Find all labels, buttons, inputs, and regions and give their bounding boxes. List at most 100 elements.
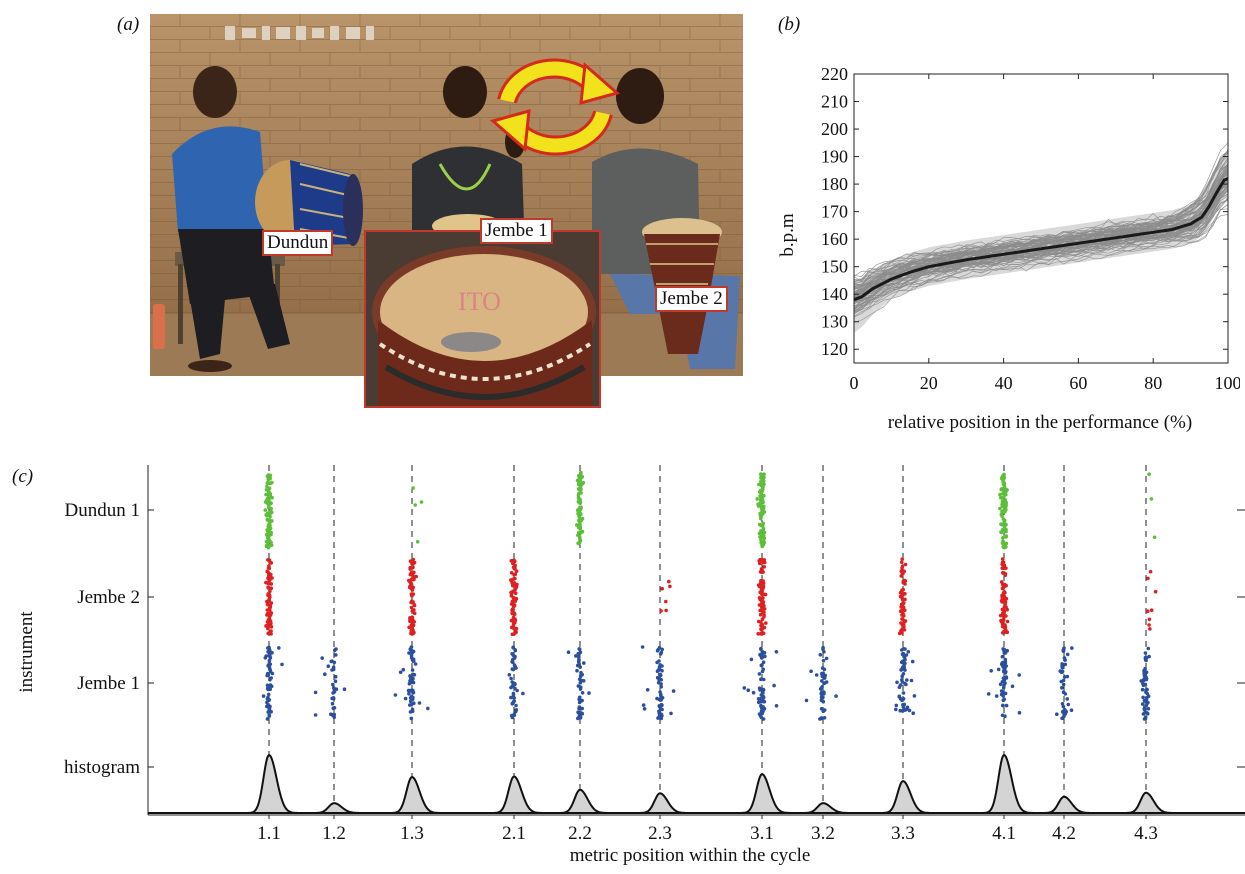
onset-point <box>760 688 764 692</box>
onset-point <box>1061 690 1066 694</box>
onset-point <box>756 632 760 636</box>
onset-point <box>511 615 516 620</box>
onset-point <box>268 540 273 544</box>
onset-point <box>575 508 580 512</box>
onset-point <box>900 564 905 569</box>
onset-point <box>268 668 273 672</box>
onset-point <box>409 628 414 633</box>
onset-point <box>1055 712 1059 716</box>
onset-point <box>510 702 515 706</box>
histogram-curve <box>148 753 1245 814</box>
onset-point <box>656 716 660 720</box>
onset-point <box>760 706 764 710</box>
onset-point <box>898 696 903 701</box>
onset-point <box>513 566 517 571</box>
onset-point <box>575 663 580 668</box>
metric-tick-label: 1.2 <box>322 823 346 844</box>
onset-point <box>270 671 275 676</box>
onset-point <box>1144 697 1149 702</box>
onset-point <box>900 596 904 600</box>
onset-point <box>1004 503 1008 507</box>
onset-point <box>822 708 827 712</box>
onset-point <box>1153 589 1158 594</box>
onset-point <box>759 623 763 628</box>
onset-point <box>759 472 763 477</box>
onset-point <box>824 680 829 684</box>
onset-point <box>1140 702 1145 706</box>
onset-point <box>270 519 274 523</box>
onset-point <box>411 680 416 685</box>
onset-point <box>820 666 825 670</box>
onset-point <box>1062 712 1066 716</box>
onset-point <box>809 669 813 674</box>
onset-point <box>403 696 408 701</box>
onset-point <box>901 591 906 596</box>
onset-point <box>759 492 764 496</box>
onset-point <box>266 530 270 534</box>
onset-point <box>266 544 271 548</box>
onset-point <box>756 697 761 701</box>
onset-point <box>1001 510 1006 514</box>
onset-point <box>759 499 764 504</box>
onset-point <box>579 711 583 715</box>
onset-point <box>265 620 270 624</box>
onset-point <box>313 690 318 695</box>
onset-point <box>655 669 660 673</box>
metric-tick-label: 3.3 <box>891 823 915 844</box>
onset-point <box>659 685 663 689</box>
onset-point <box>264 580 268 585</box>
onset-point <box>510 580 514 585</box>
onset-point <box>1144 688 1148 692</box>
onset-point <box>511 589 516 593</box>
onset-point <box>510 608 514 612</box>
onset-point <box>1004 703 1009 708</box>
onset-point <box>1141 695 1145 700</box>
onset-point <box>900 648 904 652</box>
onset-point <box>1063 662 1068 667</box>
onset-point <box>1004 529 1008 534</box>
onset-point <box>265 599 269 604</box>
onset-point <box>263 656 268 660</box>
onset-point <box>1000 475 1005 479</box>
onset-point <box>515 688 519 693</box>
onset-point <box>412 603 417 608</box>
onset-point <box>1001 517 1006 521</box>
onset-point <box>1146 646 1151 651</box>
onset-point <box>899 621 903 625</box>
onset-point <box>1002 683 1006 688</box>
onset-point <box>266 480 270 485</box>
onset-point <box>582 661 586 665</box>
tempo-xtick-label: 0 <box>850 373 859 393</box>
onset-point <box>509 571 514 575</box>
onset-point <box>760 699 765 703</box>
onset-point <box>1069 708 1074 712</box>
onset-point <box>580 706 584 711</box>
onset-point <box>1060 716 1064 721</box>
onset-point <box>761 535 766 540</box>
onset-point <box>579 506 583 510</box>
onset-point <box>657 665 662 669</box>
onset-point <box>512 584 516 588</box>
onset-point <box>900 666 905 671</box>
onset-point <box>657 697 662 702</box>
onset-point <box>332 687 337 692</box>
onset-point <box>266 692 271 697</box>
onset-point <box>266 473 271 477</box>
onset-point <box>411 557 416 562</box>
metric-tick-label: 3.2 <box>811 823 835 844</box>
onset-point <box>265 539 270 544</box>
onset-point <box>576 500 581 504</box>
onset-point <box>267 650 272 654</box>
onset-point <box>407 625 411 630</box>
onset-point <box>511 577 515 581</box>
tempo-xtick-label: 100 <box>1215 373 1241 393</box>
onset-point <box>411 676 415 681</box>
onset-point <box>407 692 411 696</box>
tempo-curve <box>853 181 1229 309</box>
tempo-xtick-label: 80 <box>1144 373 1162 393</box>
onset-chart: Dundun 1 Jembe 2 Jembe 1 histogram 1.1 1.2 1.3… <box>16 465 1245 866</box>
onset-point <box>834 694 838 698</box>
metric-tick-label: 3.1 <box>750 823 774 844</box>
jembe-closeup: ITO <box>366 232 599 406</box>
onset-point <box>409 648 414 653</box>
